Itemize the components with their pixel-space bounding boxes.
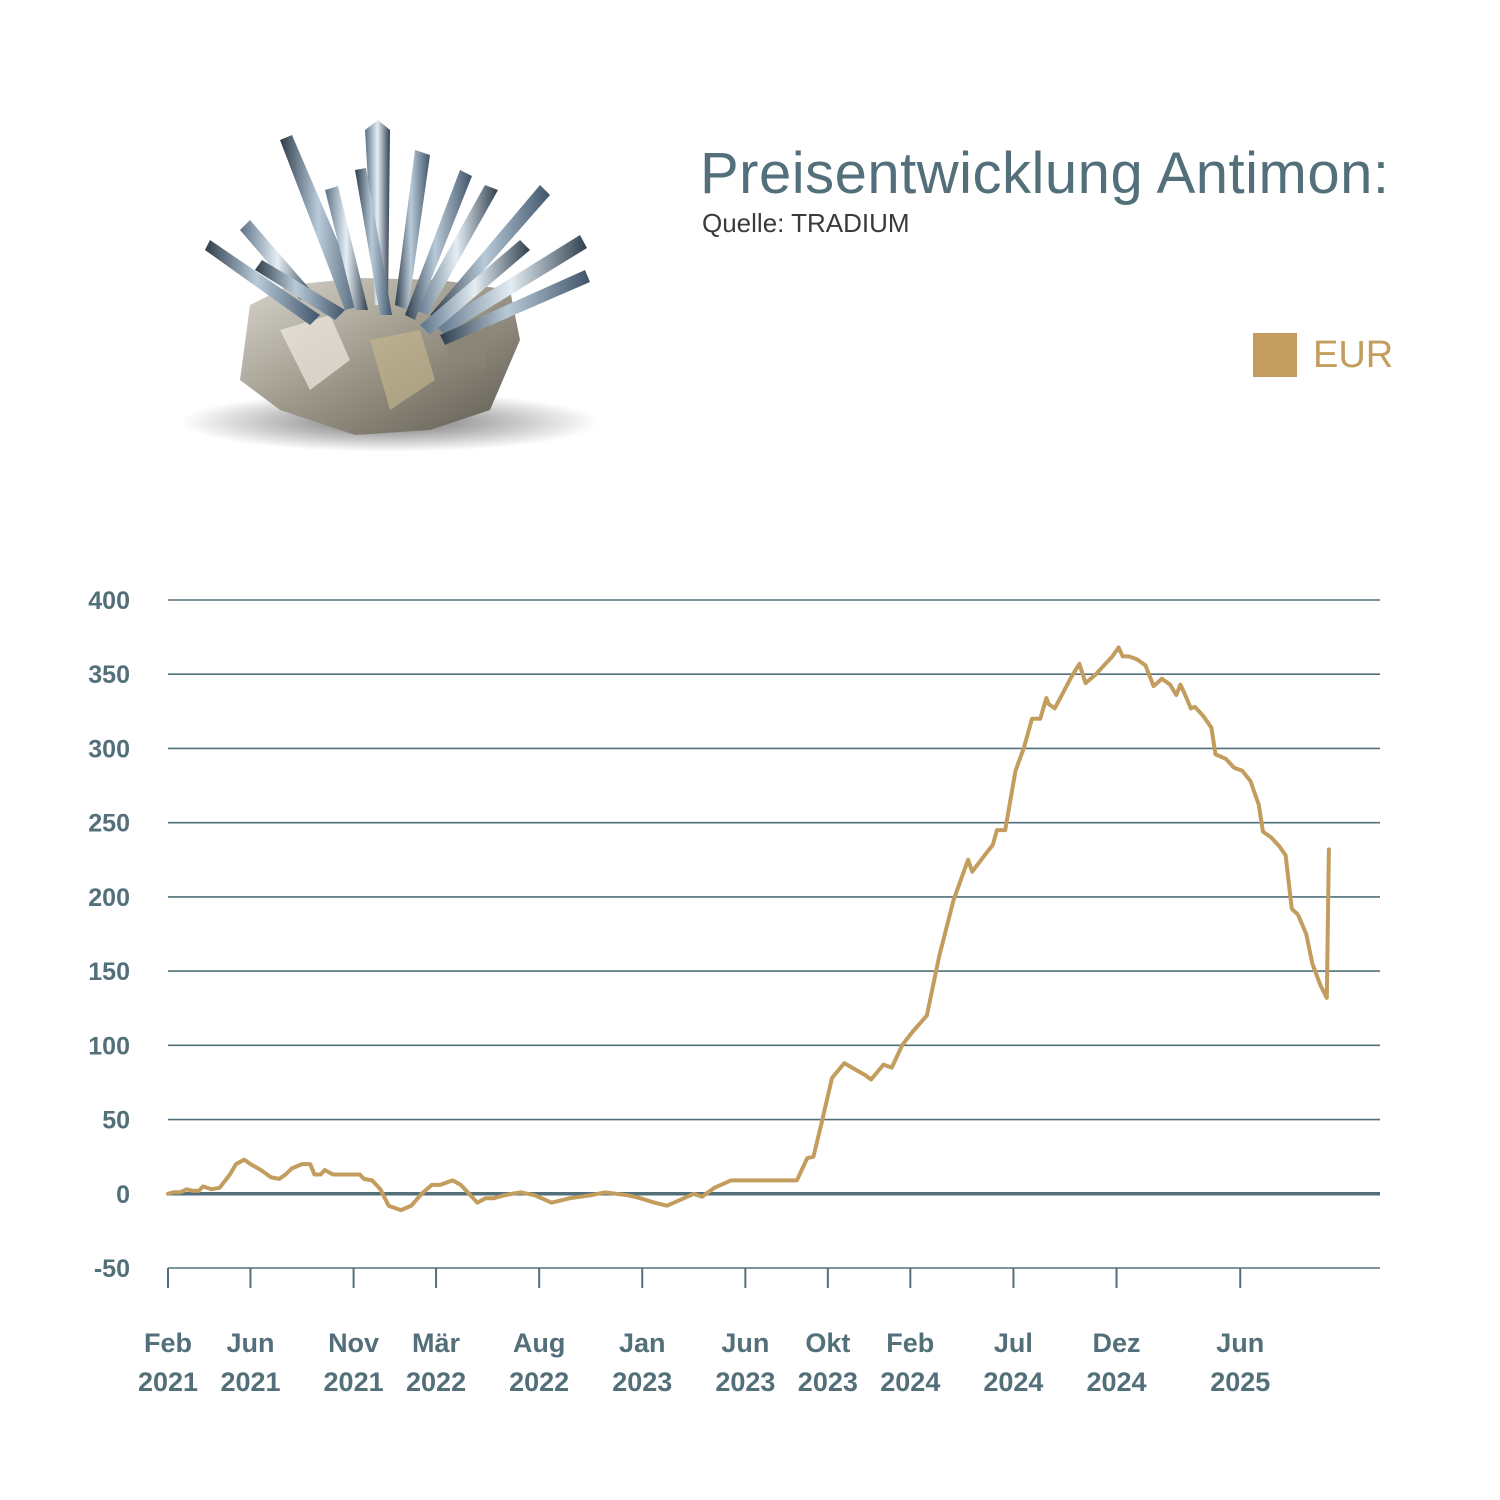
- legend-label: EUR: [1313, 333, 1394, 376]
- y-tick-label: 100: [88, 1032, 130, 1060]
- y-tick-label: 200: [88, 884, 130, 912]
- x-tick-year: 2022: [509, 1367, 569, 1397]
- x-tick-month: Nov: [328, 1328, 379, 1358]
- x-tick-month: Dez: [1093, 1328, 1141, 1358]
- x-axis-ticks: Feb 2021 Jun 2021 Nov 2021 Mär 2022 Aug 2022 Jan 20…: [138, 1267, 1380, 1397]
- x-tick-year: 2023: [798, 1367, 858, 1397]
- series-line-eur: [166, 645, 1331, 1213]
- y-tick-label: 50: [102, 1107, 130, 1135]
- y-tick-label: 150: [88, 958, 130, 986]
- x-tick-year: 2021: [138, 1367, 198, 1397]
- x-tick-month: Aug: [513, 1328, 565, 1358]
- x-tick-month: Mär: [412, 1328, 461, 1358]
- x-tick-year: 2021: [220, 1367, 280, 1397]
- x-tick-year: 2022: [406, 1367, 466, 1397]
- x-tick-month: Feb: [886, 1328, 934, 1358]
- x-tick-month: Jun: [721, 1328, 769, 1358]
- x-tick-month: Feb: [144, 1328, 192, 1358]
- x-tick-year: 2023: [715, 1367, 775, 1397]
- y-tick-label: -50: [94, 1255, 130, 1283]
- x-tick-year: 2024: [1086, 1367, 1146, 1397]
- x-tick-month: Jan: [619, 1328, 666, 1358]
- antimony-crystal-image: [180, 120, 600, 452]
- y-tick-label: 250: [88, 810, 130, 838]
- x-tick-year: 2021: [324, 1367, 384, 1397]
- y-tick-label: 0: [116, 1181, 130, 1209]
- x-tick-year: 2024: [983, 1367, 1043, 1397]
- x-tick-year: 2023: [612, 1367, 672, 1397]
- x-tick-year: 2025: [1210, 1367, 1270, 1397]
- x-tick-month: Jun: [1216, 1328, 1264, 1358]
- y-axis-ticks: 400 350 300 250 200 150 100 50 0 -50: [88, 587, 130, 1283]
- y-tick-label: 300: [88, 735, 130, 763]
- x-tick-year: 2024: [880, 1367, 940, 1397]
- gridlines: [168, 599, 1380, 1196]
- y-tick-label: 350: [88, 661, 130, 689]
- series-layer: [166, 645, 1331, 1213]
- x-tick-month: Okt: [805, 1328, 850, 1358]
- x-tick-month: Jun: [226, 1328, 274, 1358]
- legend: EUR: [1253, 333, 1393, 377]
- chart-title: Preisentwicklung Antimon:: [700, 141, 1390, 206]
- source-label: Quelle: TRADIUM: [702, 208, 910, 238]
- x-tick-month: Jul: [994, 1328, 1033, 1358]
- y-tick-label: 400: [88, 587, 130, 615]
- legend-swatch: [1253, 333, 1297, 377]
